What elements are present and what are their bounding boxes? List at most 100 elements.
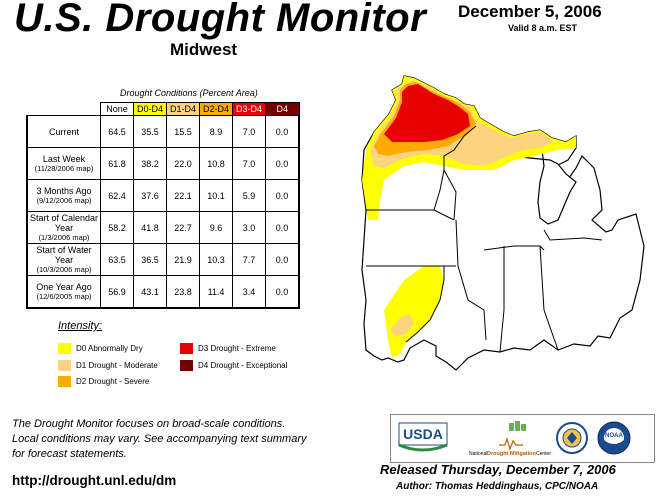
- table-cell: 37.6: [133, 179, 167, 212]
- table-cell: 0.0: [265, 275, 300, 309]
- ndmc-logo: National Drought Mitigation Center: [469, 421, 551, 457]
- row-label-subtext: (1/3/2006 map): [38, 233, 90, 242]
- table-cell: 62.4: [100, 179, 134, 212]
- footer-note: The Drought Monitor focuses on broad-sca…: [12, 417, 357, 462]
- legend-label: D4 Drought - Exceptional: [198, 361, 288, 370]
- row-label-subtext: (9/12/2006 map): [36, 196, 92, 205]
- table-cell: 36.5: [133, 243, 167, 276]
- legend-swatch: [180, 343, 193, 354]
- table-cell: 22.0: [166, 147, 200, 180]
- row-label-text: Last Week: [42, 154, 86, 164]
- d1-moderate-drought-area: [390, 314, 414, 336]
- row-label: 3 Months Ago (9/12/2006 map): [26, 179, 101, 212]
- table-cell: 0.0: [265, 115, 300, 148]
- column-header: None: [100, 102, 134, 116]
- table-cell: 41.8: [133, 211, 167, 244]
- table-row: Start of Calendar Year (1/3/2006 map) 58.2…: [26, 211, 300, 244]
- row-label-text: Current: [48, 126, 79, 137]
- row-label: One Year Ago (12/6/2005 map): [26, 275, 101, 309]
- table-row: 3 Months Ago (9/12/2006 map) 62.4 37.6 22.1 1…: [26, 179, 300, 212]
- row-label-text: Start of Water Year: [36, 245, 92, 265]
- d3-extreme-drought-area: [384, 84, 470, 142]
- footer-note-line: The Drought Monitor focuses on broad-sca…: [12, 418, 286, 430]
- noaa-logo-icon: NOAA: [597, 421, 631, 455]
- table-cell: 5.9: [232, 179, 266, 212]
- ndmc-suffix-text: Center: [536, 451, 551, 457]
- usda-logo-text: USDA: [403, 426, 443, 442]
- table-cell: 3.0: [232, 211, 266, 244]
- legend-item-d0: D0 Abnormally Dry: [58, 343, 143, 354]
- row-label-text: 3 Months Ago: [36, 186, 92, 196]
- table-cell: 56.9: [100, 275, 134, 309]
- table-cell: 0.0: [265, 243, 300, 276]
- table-row: One Year Ago (12/6/2005 map) 56.9 43.1 23.8 1…: [26, 275, 300, 309]
- table-cell: 22.1: [166, 179, 200, 212]
- region-name: Midwest: [170, 40, 238, 59]
- table-cell: 11.4: [199, 275, 233, 309]
- row-label: Last Week (11/28/2006 map): [26, 147, 101, 180]
- author-credit: Author: Thomas Heddinghaus, CPC/NOAA: [396, 481, 599, 492]
- legend-swatch: [58, 343, 71, 354]
- row-label-subtext: (12/6/2005 map): [36, 292, 92, 301]
- legend-item-d2: D2 Drought - Severe: [58, 376, 149, 387]
- usda-logo: USDA: [398, 422, 448, 452]
- drought-conditions-table: None D0-D4 D1-D4 D2-D4 D3-D4 D4 Current 6…: [26, 102, 300, 309]
- table-cell: 15.5: [166, 115, 200, 148]
- table-cell: 0.0: [265, 179, 300, 212]
- legend-item-d4: D4 Drought - Exceptional: [180, 360, 287, 371]
- column-header: D0-D4: [133, 102, 167, 116]
- table-cell: 0.0: [265, 211, 300, 244]
- table-cell: 7.0: [232, 115, 266, 148]
- map-date: December 5, 2006: [458, 2, 602, 21]
- legend-label: D3 Drought - Extreme: [198, 344, 276, 353]
- partner-logos-graphic: USDA National Drought Mitigation Center …: [398, 421, 631, 457]
- table-cell: 0.0: [265, 147, 300, 180]
- row-label: Start of Water Year (10/3/2006 map): [26, 243, 101, 276]
- table-cell: 35.5: [133, 115, 167, 148]
- footer-note-line: Local conditions may vary. See accompany…: [12, 433, 307, 445]
- ndmc-main-text: Drought Mitigation: [487, 451, 537, 457]
- table-cell: 8.9: [199, 115, 233, 148]
- footer-note-line: for forecast statements.: [12, 448, 127, 460]
- column-header: D3-D4: [232, 102, 266, 116]
- release-date: Released Thursday, December 7, 2006: [380, 462, 616, 477]
- table-cell: 23.8: [166, 275, 200, 309]
- table-cell: 43.1: [133, 275, 167, 309]
- valid-time: Valid 8 a.m. EST: [508, 23, 578, 33]
- legend-item-d1: D1 Drought - Moderate: [58, 360, 158, 371]
- row-label-subtext: (10/3/2006 map): [36, 265, 92, 274]
- table-cell: 7.0: [232, 147, 266, 180]
- table-cell: 10.3: [199, 243, 233, 276]
- table-cell: 61.8: [100, 147, 134, 180]
- column-header: D2-D4: [199, 102, 233, 116]
- drought-monitor-link[interactable]: http://drought.unl.edu/dm: [12, 473, 177, 488]
- table-row: Start of Water Year (10/3/2006 map) 63.5 36…: [26, 243, 300, 276]
- table-cell: 10.1: [199, 179, 233, 212]
- state-borders: [366, 125, 603, 353]
- table-cell: 22.7: [166, 211, 200, 244]
- page-title: U.S. Drought Monitor: [14, 0, 427, 40]
- table-cell: 3.4: [232, 275, 266, 309]
- column-header: D4: [265, 102, 300, 116]
- row-label-text: Start of Calendar Year: [29, 213, 99, 233]
- table-cell: 63.5: [100, 243, 134, 276]
- legend-label: D2 Drought - Severe: [76, 377, 150, 386]
- table-cell: 10.8: [199, 147, 233, 180]
- row-label: Start of Calendar Year (1/3/2006 map): [26, 211, 101, 244]
- table-cell: 9.6: [199, 211, 233, 244]
- legend-item-d3: D3 Drought - Extreme: [180, 343, 276, 354]
- midwest-drought-map: [361, 75, 645, 371]
- row-label-text: One Year Ago: [36, 282, 92, 292]
- table-corner: [27, 103, 101, 116]
- legend-swatch: [58, 360, 71, 371]
- table-cell: 7.7: [232, 243, 266, 276]
- department-of-commerce-seal-icon: [556, 422, 588, 454]
- legend-label: D0 Abnormally Dry: [76, 344, 143, 353]
- noaa-logo-text: NOAA: [605, 433, 623, 439]
- legend-swatch: [180, 360, 193, 371]
- ndmc-prefix-text: National: [469, 451, 487, 457]
- table-cell: 58.2: [100, 211, 134, 244]
- table-row: Last Week (11/28/2006 map) 61.8 38.2 22.0 10.…: [26, 147, 300, 180]
- table-cell: 21.9: [166, 243, 200, 276]
- table-cell: 38.2: [133, 147, 167, 180]
